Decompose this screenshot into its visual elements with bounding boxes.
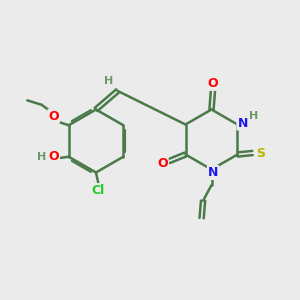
Text: H: H <box>37 152 46 162</box>
Text: H: H <box>249 110 259 121</box>
Text: H: H <box>104 76 113 86</box>
Text: O: O <box>48 150 59 163</box>
Text: O: O <box>48 110 59 123</box>
Text: Cl: Cl <box>92 184 105 197</box>
Text: N: N <box>208 166 218 179</box>
Text: N: N <box>237 116 248 130</box>
Text: O: O <box>157 157 168 170</box>
Text: O: O <box>208 77 218 90</box>
Text: S: S <box>256 146 266 160</box>
